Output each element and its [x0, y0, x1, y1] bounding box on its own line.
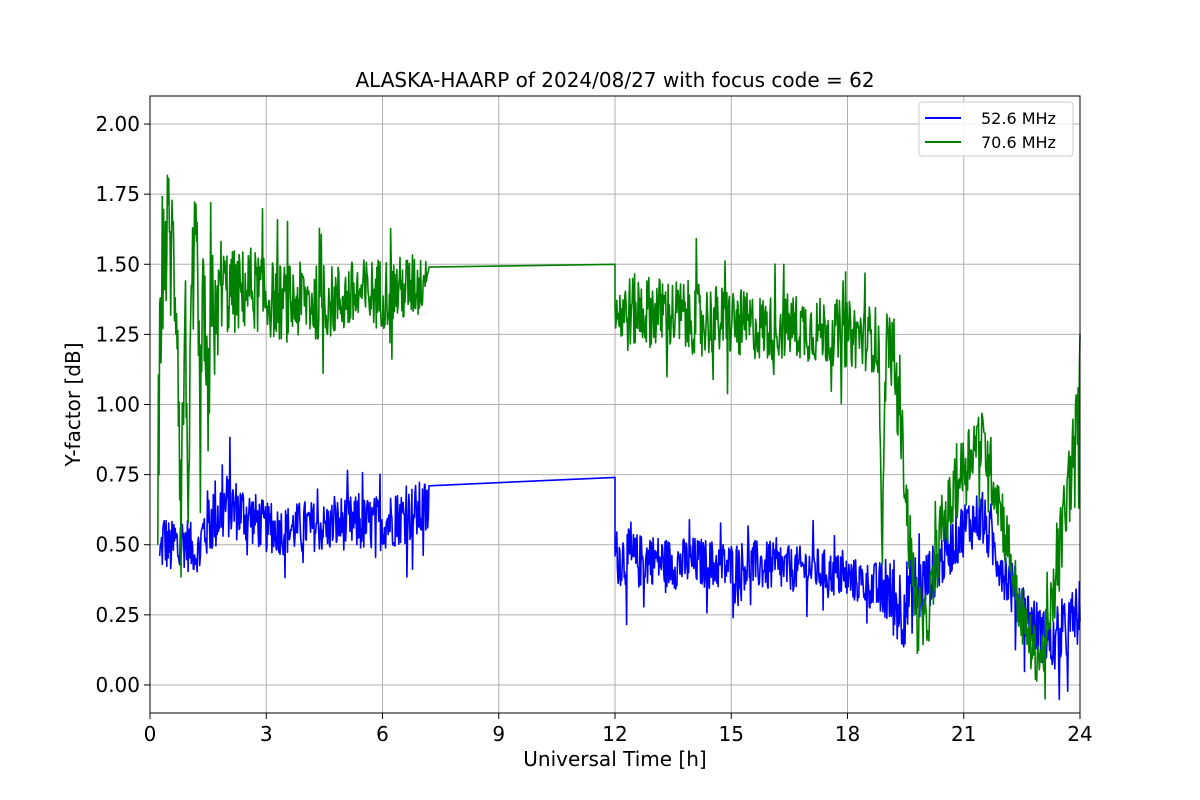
y-axis-label: Y-factor [dB]	[61, 342, 85, 467]
x-tick-label: 24	[1067, 722, 1092, 746]
y-tick-label: 2.00	[95, 112, 140, 136]
x-tick-label: 21	[951, 722, 976, 746]
y-tick-label: 1.75	[95, 182, 140, 206]
chart-title: ALASKA-HAARP of 2024/08/27 with focus co…	[355, 68, 874, 92]
y-tick-label: 1.25	[95, 322, 140, 346]
y-tick-label: 0.50	[95, 533, 140, 557]
y-tick-label: 1.00	[95, 393, 140, 417]
legend-label-series-1: 70.6 MHz	[981, 133, 1056, 152]
y-tick-label: 0.25	[95, 603, 140, 627]
y-tick-label: 0.00	[95, 673, 140, 697]
x-tick-label: 15	[719, 722, 744, 746]
x-tick-label: 18	[835, 722, 860, 746]
x-tick-label: 6	[376, 722, 389, 746]
series-line-1	[157, 174, 1081, 700]
x-tick-label: 3	[260, 722, 273, 746]
series-layer	[157, 174, 1081, 701]
y-tick-label: 0.75	[95, 463, 140, 487]
ticks-layer: 0 3 6 9 12 15 18 21 24 0.00 0.25 0.50 0.75 1.00 1.25 1.…	[95, 112, 1092, 746]
x-axis-label: Universal Time [h]	[523, 747, 706, 771]
series-line-0	[158, 436, 1081, 701]
legend: 52.6 MHz 70.6 MHz	[918, 101, 1074, 157]
x-tick-label: 12	[602, 722, 627, 746]
y-tick-label: 1.50	[95, 252, 140, 276]
legend-label-series-0: 52.6 MHz	[981, 109, 1056, 128]
x-tick-label: 0	[144, 722, 157, 746]
x-tick-label: 9	[492, 722, 505, 746]
